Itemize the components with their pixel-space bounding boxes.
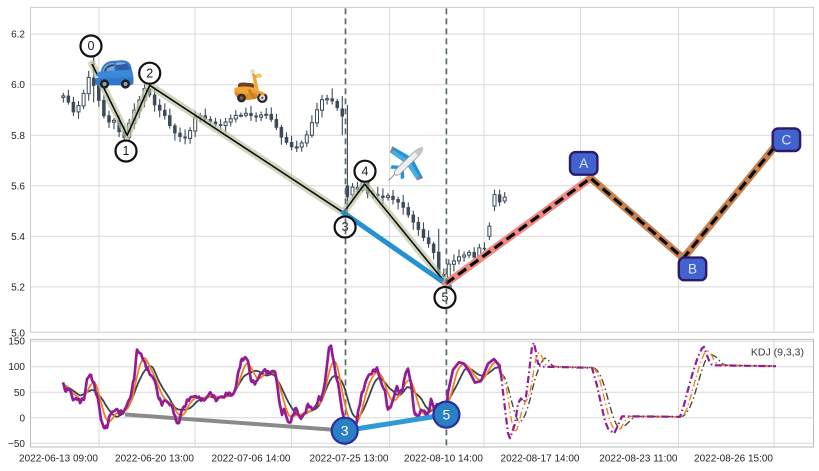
svg-text:5.2: 5.2: [11, 282, 25, 293]
svg-text:150: 150: [8, 337, 25, 348]
svg-text:0: 0: [88, 39, 95, 53]
svg-text:2022-08-10 14:00: 2022-08-10 14:00: [404, 454, 483, 465]
svg-text:2022-08-17 14:00: 2022-08-17 14:00: [501, 454, 580, 465]
svg-text:2022-06-13 09:00: 2022-06-13 09:00: [19, 454, 98, 465]
svg-text:2: 2: [146, 66, 153, 80]
svg-text:5: 5: [442, 291, 449, 305]
svg-text:2022-06-20 13:00: 2022-06-20 13:00: [115, 454, 194, 465]
svg-text:5.8: 5.8: [11, 131, 25, 142]
svg-text:4: 4: [362, 164, 369, 178]
svg-text:6.2: 6.2: [11, 30, 25, 41]
svg-text:5: 5: [443, 407, 451, 423]
svg-text:−50: −50: [8, 439, 25, 450]
svg-text:6.0: 6.0: [11, 80, 25, 91]
svg-text:100: 100: [8, 362, 25, 373]
svg-text:3: 3: [342, 220, 349, 234]
svg-text:B: B: [688, 262, 697, 277]
svg-text:2022-08-26 15:00: 2022-08-26 15:00: [694, 454, 773, 465]
svg-text:2022-08-23 11:00: 2022-08-23 11:00: [599, 454, 678, 465]
svg-text:C: C: [782, 133, 792, 148]
svg-text:A: A: [579, 156, 588, 171]
svg-text:5.4: 5.4: [11, 232, 25, 243]
svg-text:5.0: 5.0: [11, 329, 25, 340]
svg-text:2022-07-06 14:00: 2022-07-06 14:00: [212, 454, 291, 465]
svg-text:2022-07-25 13:00: 2022-07-25 13:00: [310, 454, 389, 465]
svg-text:3: 3: [341, 423, 349, 439]
svg-text:50: 50: [14, 388, 26, 399]
svg-text:5.6: 5.6: [11, 181, 25, 192]
svg-text:1: 1: [123, 144, 130, 158]
svg-text:KDJ (9,3,3): KDJ (9,3,3): [751, 347, 804, 359]
svg-text:0: 0: [19, 413, 25, 424]
